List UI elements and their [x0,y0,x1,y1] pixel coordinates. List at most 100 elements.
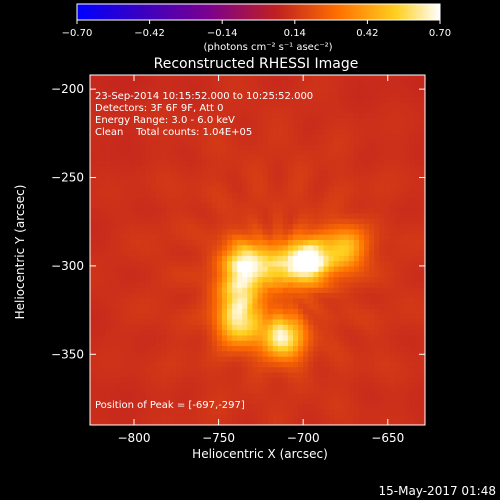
heatmap-cell [333,318,340,325]
heatmap-cell [120,138,127,145]
heatmap-cell [353,255,360,262]
heatmap-cell [343,324,350,331]
heatmap-cell [176,112,182,119]
heatmap-cell [176,271,182,278]
heatmap-cell [303,366,309,373]
heatmap-cell [374,361,380,368]
heatmap-cell [155,196,162,203]
heatmap-cell [399,96,406,103]
heatmap-cell [120,281,127,288]
heatmap-cell [155,265,162,272]
heatmap-cell [364,371,370,378]
heatmap-cell [328,149,335,156]
heatmap-cell [232,181,238,187]
heatmap-cell [221,96,228,103]
heatmap-cell [374,345,380,352]
heatmap-cell [221,345,228,352]
heatmap-cell [201,356,208,362]
heatmap-cell [272,345,279,352]
heatmap-cell [110,356,116,362]
heatmap-cell [100,223,106,230]
heatmap-cell [135,345,142,352]
heatmap-cell [419,303,425,309]
heatmap-cell [338,297,345,304]
heatmap-cell [257,80,264,87]
heatmap-cell [150,250,157,256]
heatmap-cell [155,128,162,134]
heatmap-cell [252,228,259,235]
heatmap-cell [100,334,106,341]
heatmap-cell [399,250,406,256]
heatmap-cell [252,250,259,256]
heatmap-cell [211,260,218,267]
heatmap-cell [338,324,345,331]
heatmap-cell [105,239,111,246]
heatmap-cell [186,112,193,119]
heatmap-cell [313,398,320,405]
heatmap-cell [379,101,385,108]
heatmap-cell [211,106,218,113]
heatmap-cell [313,159,320,166]
heatmap-cell [359,281,365,288]
heatmap-cell [374,202,380,209]
heatmap-cell [95,133,101,140]
heatmap-cell [348,403,355,410]
heatmap-cell [150,414,157,421]
heatmap-cell [338,366,345,373]
heatmap-cell [252,90,259,97]
heatmap-cell [221,340,228,347]
heatmap-cell [110,191,116,198]
heatmap-cell [186,234,193,240]
heatmap-cell [303,393,309,400]
heatmap-cell [303,329,309,336]
heatmap-cell [120,191,127,198]
heatmap-cell [404,292,411,299]
heatmap-cell [166,377,172,384]
heatmap-cell [409,138,416,145]
heatmap-cell [100,292,106,299]
heatmap-cell [95,196,101,203]
heatmap-cell [100,85,106,92]
heatmap-cell [242,234,248,240]
heatmap-cell [298,303,304,309]
heatmap-cell [379,80,385,87]
heatmap-cell [379,356,385,362]
heatmap-cell [110,297,116,304]
heatmap-cell [399,403,406,410]
heatmap-cell [150,154,157,161]
heatmap-cell [211,191,218,198]
heatmap-cell [130,387,137,394]
heatmap-cell [303,340,309,347]
heatmap-cell [115,255,122,262]
heatmap-cell [115,186,122,193]
heatmap-cell [323,297,330,304]
heatmap-cell [90,165,96,172]
heatmap-cell [145,159,152,166]
heatmap-cell [267,186,274,193]
heatmap-cell [303,334,309,341]
heatmap-cell [216,181,223,187]
heatmap-cell [374,276,380,283]
heatmap-cell [359,133,365,140]
heatmap-cell [252,334,259,341]
heatmap-cell [364,154,370,161]
heatmap-cell [399,85,406,92]
heatmap-cell [308,292,314,299]
heatmap-cell [206,181,213,187]
heatmap-cell [196,340,203,347]
heatmap-cell [227,218,233,225]
heatmap-cell [328,403,335,410]
heatmap-cell [216,382,223,389]
heatmap-cell [419,80,425,87]
heatmap-cell [369,292,375,299]
heatmap-cell [95,191,101,198]
heatmap-cell [95,393,101,400]
heatmap-cell [100,345,106,352]
heatmap-cell [298,377,304,384]
heatmap-cell [90,297,96,304]
heatmap-cell [287,90,294,97]
heatmap-cell [90,387,96,394]
heatmap-cell [227,80,233,87]
heatmap-cell [145,340,152,347]
heatmap-cell [267,398,274,405]
